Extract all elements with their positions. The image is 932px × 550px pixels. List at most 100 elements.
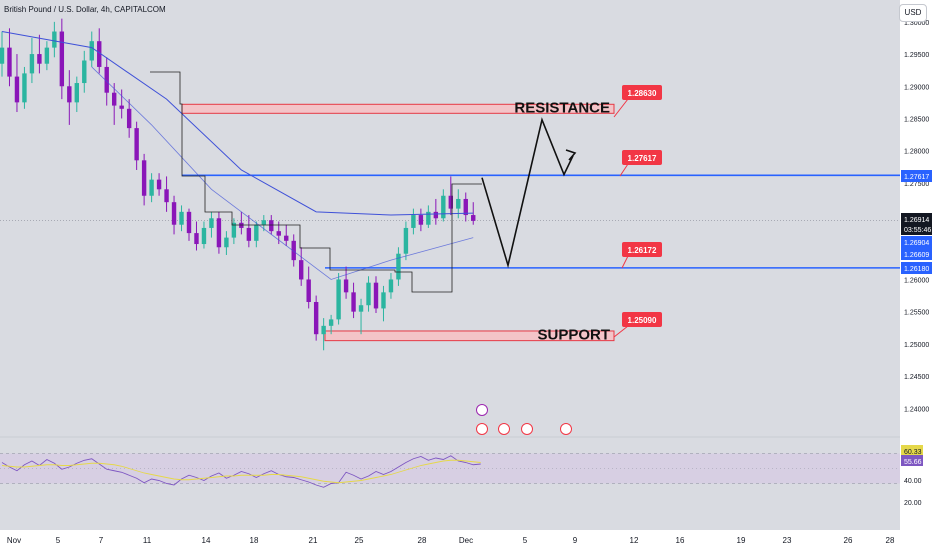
callout-connector (619, 163, 629, 177)
date-tick-label: 16 (676, 536, 685, 545)
rsi-value-badge (901, 455, 923, 466)
candle-body (201, 227, 207, 245)
price-axis-badge (901, 248, 932, 260)
candle-body (119, 105, 124, 109)
callout-label: 1.26172 (628, 246, 657, 255)
candle-body (276, 231, 281, 236)
candle-body (388, 279, 394, 293)
ema-line (1, 31, 474, 216)
candle-body (328, 319, 334, 326)
zone-label-resistance: RESISTANCE (514, 99, 610, 116)
candle-body (7, 47, 12, 77)
price-tick-label: 1.25500 (904, 310, 929, 317)
candle-body (149, 179, 154, 196)
callout-flag (622, 312, 662, 327)
candle-body (246, 227, 252, 241)
candle-body (231, 222, 237, 238)
candle-body (216, 218, 222, 248)
candle-body (29, 54, 35, 74)
currency-button[interactable]: USD (899, 4, 927, 22)
price-tick-label: 1.24500 (904, 374, 929, 381)
price-tick-label: 1.27500 (904, 181, 929, 188)
price-tick-label: 1.28000 (904, 149, 929, 156)
time-axis-panel (0, 530, 900, 550)
callout-flag (622, 242, 662, 257)
candle-body (97, 41, 102, 67)
projection-arrowhead (565, 149, 577, 161)
candle-body (194, 233, 199, 245)
date-tick-label: 11 (143, 536, 152, 545)
candle-body (67, 86, 72, 103)
callout-label: 1.27617 (628, 154, 657, 163)
date-tick-label: 9 (573, 536, 578, 545)
date-tick-label: 23 (783, 536, 792, 545)
candle-body (343, 279, 349, 293)
price-tick-label: 1.29000 (904, 84, 929, 91)
us-flag-icon (521, 423, 533, 435)
sma-line (91, 66, 474, 280)
candle-body (269, 220, 274, 232)
candle-body (224, 237, 229, 248)
candle-body (396, 253, 401, 280)
candle-body (82, 60, 87, 84)
rsi-value-badge (901, 445, 923, 456)
candle-body (22, 73, 27, 103)
date-tick-label: 12 (630, 536, 639, 545)
candle-body (74, 83, 79, 103)
callout-label: 1.28630 (628, 89, 657, 98)
rsi-ma-line (1, 459, 481, 484)
candle-body (261, 220, 266, 225)
candle-body (284, 235, 289, 241)
price-axis-badge (901, 213, 932, 225)
rsi-level-label: 60.33 (904, 449, 922, 456)
callout-connector (621, 255, 629, 269)
candle-body (89, 41, 94, 61)
price-axis-badge (901, 262, 932, 274)
plot-area (0, 0, 900, 530)
candle-body (313, 301, 319, 335)
candle-body (299, 260, 304, 280)
projection-path (481, 117, 574, 269)
price-axis-badge-text: 1.26914 (904, 217, 929, 224)
date-tick-label: Dec (459, 536, 473, 545)
zone-label-support: SUPPORT (537, 327, 610, 344)
date-tick-label: 28 (418, 536, 427, 545)
callout-flag (622, 150, 662, 165)
candle-body (463, 198, 468, 216)
date-tick-label: 5 (523, 536, 528, 545)
price-axis-badge-text: 1.27617 (904, 174, 929, 181)
price-axis-badge-text: 03:55:46 (904, 227, 931, 234)
price-axis-badge (901, 223, 932, 235)
price-tick-label: 1.25000 (904, 342, 929, 349)
candle-body (291, 240, 296, 261)
date-tick-label: 18 (250, 536, 259, 545)
candle-body (156, 179, 162, 190)
price-axis-badge-text: 1.26609 (904, 252, 929, 259)
candle-body (381, 292, 386, 309)
candle-body (59, 31, 65, 87)
date-tick-label: 7 (99, 536, 104, 545)
candle-body (306, 279, 311, 302)
rsi-line (1, 455, 481, 488)
date-tick-label: 26 (844, 536, 853, 545)
candle-body (209, 218, 214, 228)
lightning-icon (476, 404, 488, 416)
callout-connector (613, 98, 629, 118)
candle-body (321, 325, 326, 335)
chart-title: British Pound / U.S. Dollar, 4h, CAPITAL… (4, 5, 166, 14)
candle-body (0, 47, 5, 64)
candle-body (44, 47, 50, 64)
date-tick-label: 14 (202, 536, 211, 545)
candle-body (134, 128, 139, 161)
price-axis-panel (900, 0, 932, 550)
candle-body (164, 189, 169, 203)
rsi-level-label: 20.00 (904, 500, 922, 507)
date-tick-label: 28 (886, 536, 895, 545)
callout-flag (622, 85, 662, 100)
candle-body (433, 211, 439, 219)
date-tick-label: 21 (309, 536, 318, 545)
price-axis-badge (901, 236, 932, 248)
callout-label: 1.25090 (628, 316, 657, 325)
us-flag-icon (560, 423, 572, 435)
